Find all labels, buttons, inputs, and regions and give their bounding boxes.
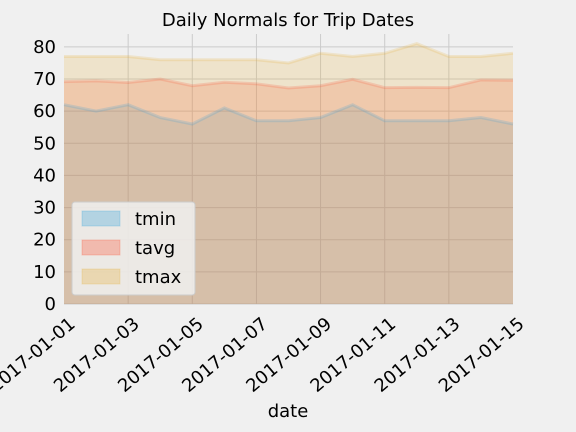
y-tick-label: 80 <box>33 37 56 58</box>
legend-swatch-tavg <box>81 239 121 256</box>
plot-lines <box>63 42 514 126</box>
plot-areas <box>64 43 513 305</box>
y-tick-label: 20 <box>33 230 56 251</box>
legend: tmin tavg tmax <box>71 201 196 296</box>
legend-label-tavg: tavg <box>135 238 175 259</box>
y-tick-label: 40 <box>33 165 56 186</box>
y-axis-ticks: 0 10 20 30 40 50 60 70 80 <box>33 37 56 315</box>
y-tick-label: 30 <box>33 198 56 219</box>
legend-box <box>71 201 196 296</box>
legend-swatch-tmax <box>81 268 121 285</box>
line-tmax <box>64 42 514 65</box>
line-tmin <box>63 103 514 126</box>
y-tick-label: 10 <box>33 262 56 283</box>
line-tavg <box>63 77 514 90</box>
x-axis-label: date <box>268 401 309 422</box>
y-tick-label: 50 <box>33 133 56 154</box>
y-tick-label: 60 <box>33 101 56 122</box>
y-tick-label: 0 <box>45 294 56 315</box>
y-tick-label: 70 <box>33 69 56 90</box>
legend-swatch-tmin <box>81 210 121 227</box>
chart-title: Daily Normals for Trip Dates <box>162 10 414 31</box>
legend-label-tmin: tmin <box>135 209 176 230</box>
x-axis-ticks: 2017-01-012017-01-032017-01-052017-01-07… <box>0 314 528 397</box>
legend-label-tmax: tmax <box>135 267 182 288</box>
